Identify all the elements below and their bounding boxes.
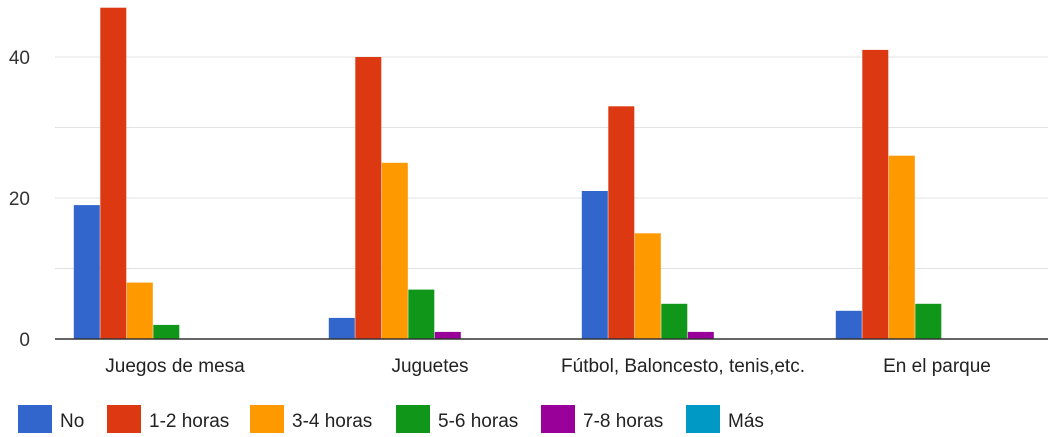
bar-3-4-horas-2 xyxy=(635,233,661,339)
legend-label: 5-6 horas xyxy=(438,411,518,432)
bar-1-2-horas-1 xyxy=(355,57,381,339)
bar-1-2-horas-3 xyxy=(862,50,888,339)
legend-label: 1-2 horas xyxy=(149,411,229,432)
legend-item-m-s[interactable]: Más xyxy=(686,405,764,433)
legend-label: 7-8 horas xyxy=(583,411,663,432)
y-tick-label: 40 xyxy=(9,48,30,69)
y-tick-label: 0 xyxy=(19,330,30,351)
legend-swatch xyxy=(541,405,575,433)
bar-7-8-horas-2 xyxy=(688,332,714,339)
bar-3-4-horas-3 xyxy=(889,156,915,339)
legend-swatch xyxy=(686,405,720,433)
y-axis-ticks: 0 20 40 xyxy=(9,48,30,351)
bar-1-2-horas-0 xyxy=(100,8,126,339)
x-tick-label: Fútbol, Baloncesto, tenis,etc. xyxy=(561,356,805,377)
bar-5-6-horas-0 xyxy=(153,325,179,339)
bar-no-2 xyxy=(582,191,608,339)
legend-item-1-2-horas[interactable]: 1-2 horas xyxy=(107,405,229,433)
bar-5-6-horas-3 xyxy=(915,304,941,339)
legend-item-5-6-horas[interactable]: 5-6 horas xyxy=(396,405,518,433)
x-axis-ticks: Juegos de mesa Juguetes Fútbol, Baloncesto… xyxy=(105,356,991,377)
legend-swatch xyxy=(250,405,284,433)
bar-3-4-horas-1 xyxy=(382,163,408,339)
bar-1-2-horas-2 xyxy=(608,106,634,339)
x-tick-label: Juegos de mesa xyxy=(105,356,245,377)
bar-no-3 xyxy=(836,311,862,339)
legend-item-3-4-horas[interactable]: 3-4 horas xyxy=(250,405,372,433)
bar-no-0 xyxy=(74,205,100,339)
bar-no-1 xyxy=(329,318,355,339)
legend-label: Más xyxy=(728,411,764,432)
x-tick-label: Juguetes xyxy=(391,356,468,377)
x-tick-label: En el parque xyxy=(883,356,991,377)
bar-7-8-horas-1 xyxy=(435,332,461,339)
legend: No 1-2 horas 3-4 horas 5-6 horas 7-8 horas Má… xyxy=(18,405,764,433)
legend-swatch xyxy=(18,405,52,433)
legend-label: 3-4 horas xyxy=(292,411,372,432)
legend-swatch xyxy=(107,405,141,433)
legend-item-7-8-horas[interactable]: 7-8 horas xyxy=(541,405,663,433)
bar-5-6-horas-1 xyxy=(408,290,434,339)
legend-swatch xyxy=(396,405,430,433)
bar-5-6-horas-2 xyxy=(661,304,687,339)
legend-label: No xyxy=(60,411,84,432)
bar-3-4-horas-0 xyxy=(127,283,153,339)
legend-item-no[interactable]: No xyxy=(18,405,84,433)
y-tick-label: 20 xyxy=(9,189,30,210)
